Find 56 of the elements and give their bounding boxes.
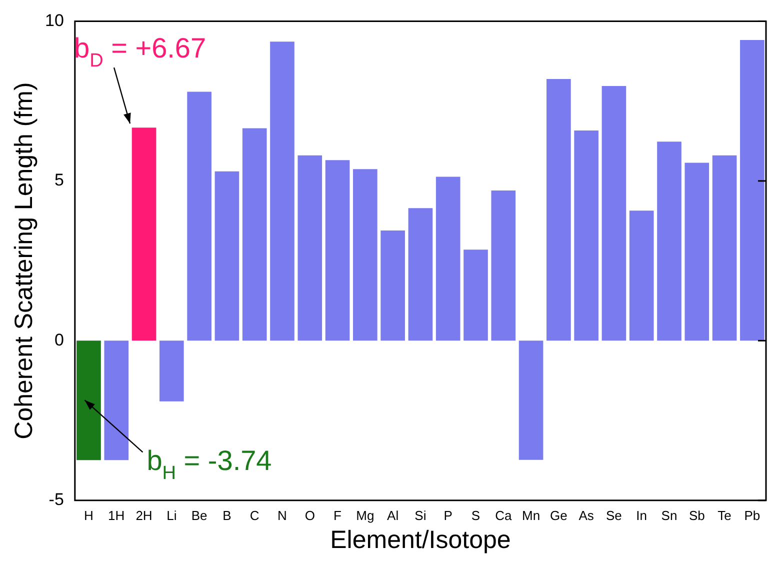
bar bbox=[76, 340, 101, 460]
bar bbox=[104, 340, 129, 460]
x-tick-label: In bbox=[636, 508, 648, 523]
x-tick-label: Si bbox=[414, 508, 426, 523]
bar bbox=[214, 171, 240, 341]
bar bbox=[132, 128, 156, 341]
x-tick-label: Ca bbox=[495, 508, 512, 523]
x-tick-label: Li bbox=[166, 508, 177, 523]
x-tick-label: S bbox=[471, 508, 480, 523]
bar bbox=[436, 176, 460, 341]
bar bbox=[242, 128, 267, 341]
x-tick-label: Te bbox=[718, 508, 732, 523]
bar bbox=[464, 250, 488, 341]
bar bbox=[712, 155, 737, 341]
bar bbox=[574, 130, 598, 341]
bar bbox=[408, 208, 433, 341]
x-tick-label: B bbox=[222, 508, 232, 523]
bar bbox=[325, 160, 350, 341]
bar bbox=[684, 162, 710, 341]
x-tick-label: O bbox=[304, 508, 315, 523]
x-tick-label: Mg bbox=[356, 508, 374, 523]
bar bbox=[518, 340, 544, 460]
bar bbox=[657, 142, 682, 341]
x-tick-label: Sn bbox=[661, 508, 678, 523]
y-axis-title: Coherent Scattering Length (fm) bbox=[10, 82, 38, 440]
x-tick-label: Se bbox=[606, 508, 622, 523]
bar bbox=[491, 190, 516, 341]
x-tick-label: As bbox=[578, 508, 594, 523]
x-tick-label: Sb bbox=[688, 508, 705, 523]
x-tick-label: Pb bbox=[744, 508, 760, 523]
x-tick-label: P bbox=[444, 508, 452, 523]
bar bbox=[629, 210, 654, 341]
x-tick-label: Al bbox=[387, 508, 399, 523]
x-tick-label: Mn bbox=[522, 508, 540, 523]
bar bbox=[380, 230, 405, 341]
bar bbox=[270, 42, 294, 341]
y-tick-label: 5 bbox=[54, 170, 64, 190]
bar bbox=[353, 169, 378, 341]
x-tick-label: 1H bbox=[108, 508, 125, 523]
x-tick-label: N bbox=[278, 508, 287, 523]
bar bbox=[546, 79, 571, 341]
bar bbox=[740, 40, 764, 341]
bar bbox=[602, 86, 626, 341]
x-tick-label: Ge bbox=[550, 508, 568, 523]
x-tick-label: C bbox=[250, 508, 260, 523]
y-tick-label: 0 bbox=[54, 330, 64, 350]
bar bbox=[187, 92, 212, 341]
x-tick-label: F bbox=[334, 508, 342, 523]
bar bbox=[298, 155, 322, 341]
y-tick-label: -5 bbox=[48, 490, 64, 510]
x-tick-label: H bbox=[84, 508, 94, 523]
bar bbox=[160, 340, 184, 402]
x-tick-label: 2H bbox=[136, 508, 152, 523]
x-axis-title: Element/Isotope bbox=[330, 526, 511, 554]
y-tick-label: 10 bbox=[44, 10, 64, 30]
x-tick-label: Be bbox=[191, 508, 208, 523]
